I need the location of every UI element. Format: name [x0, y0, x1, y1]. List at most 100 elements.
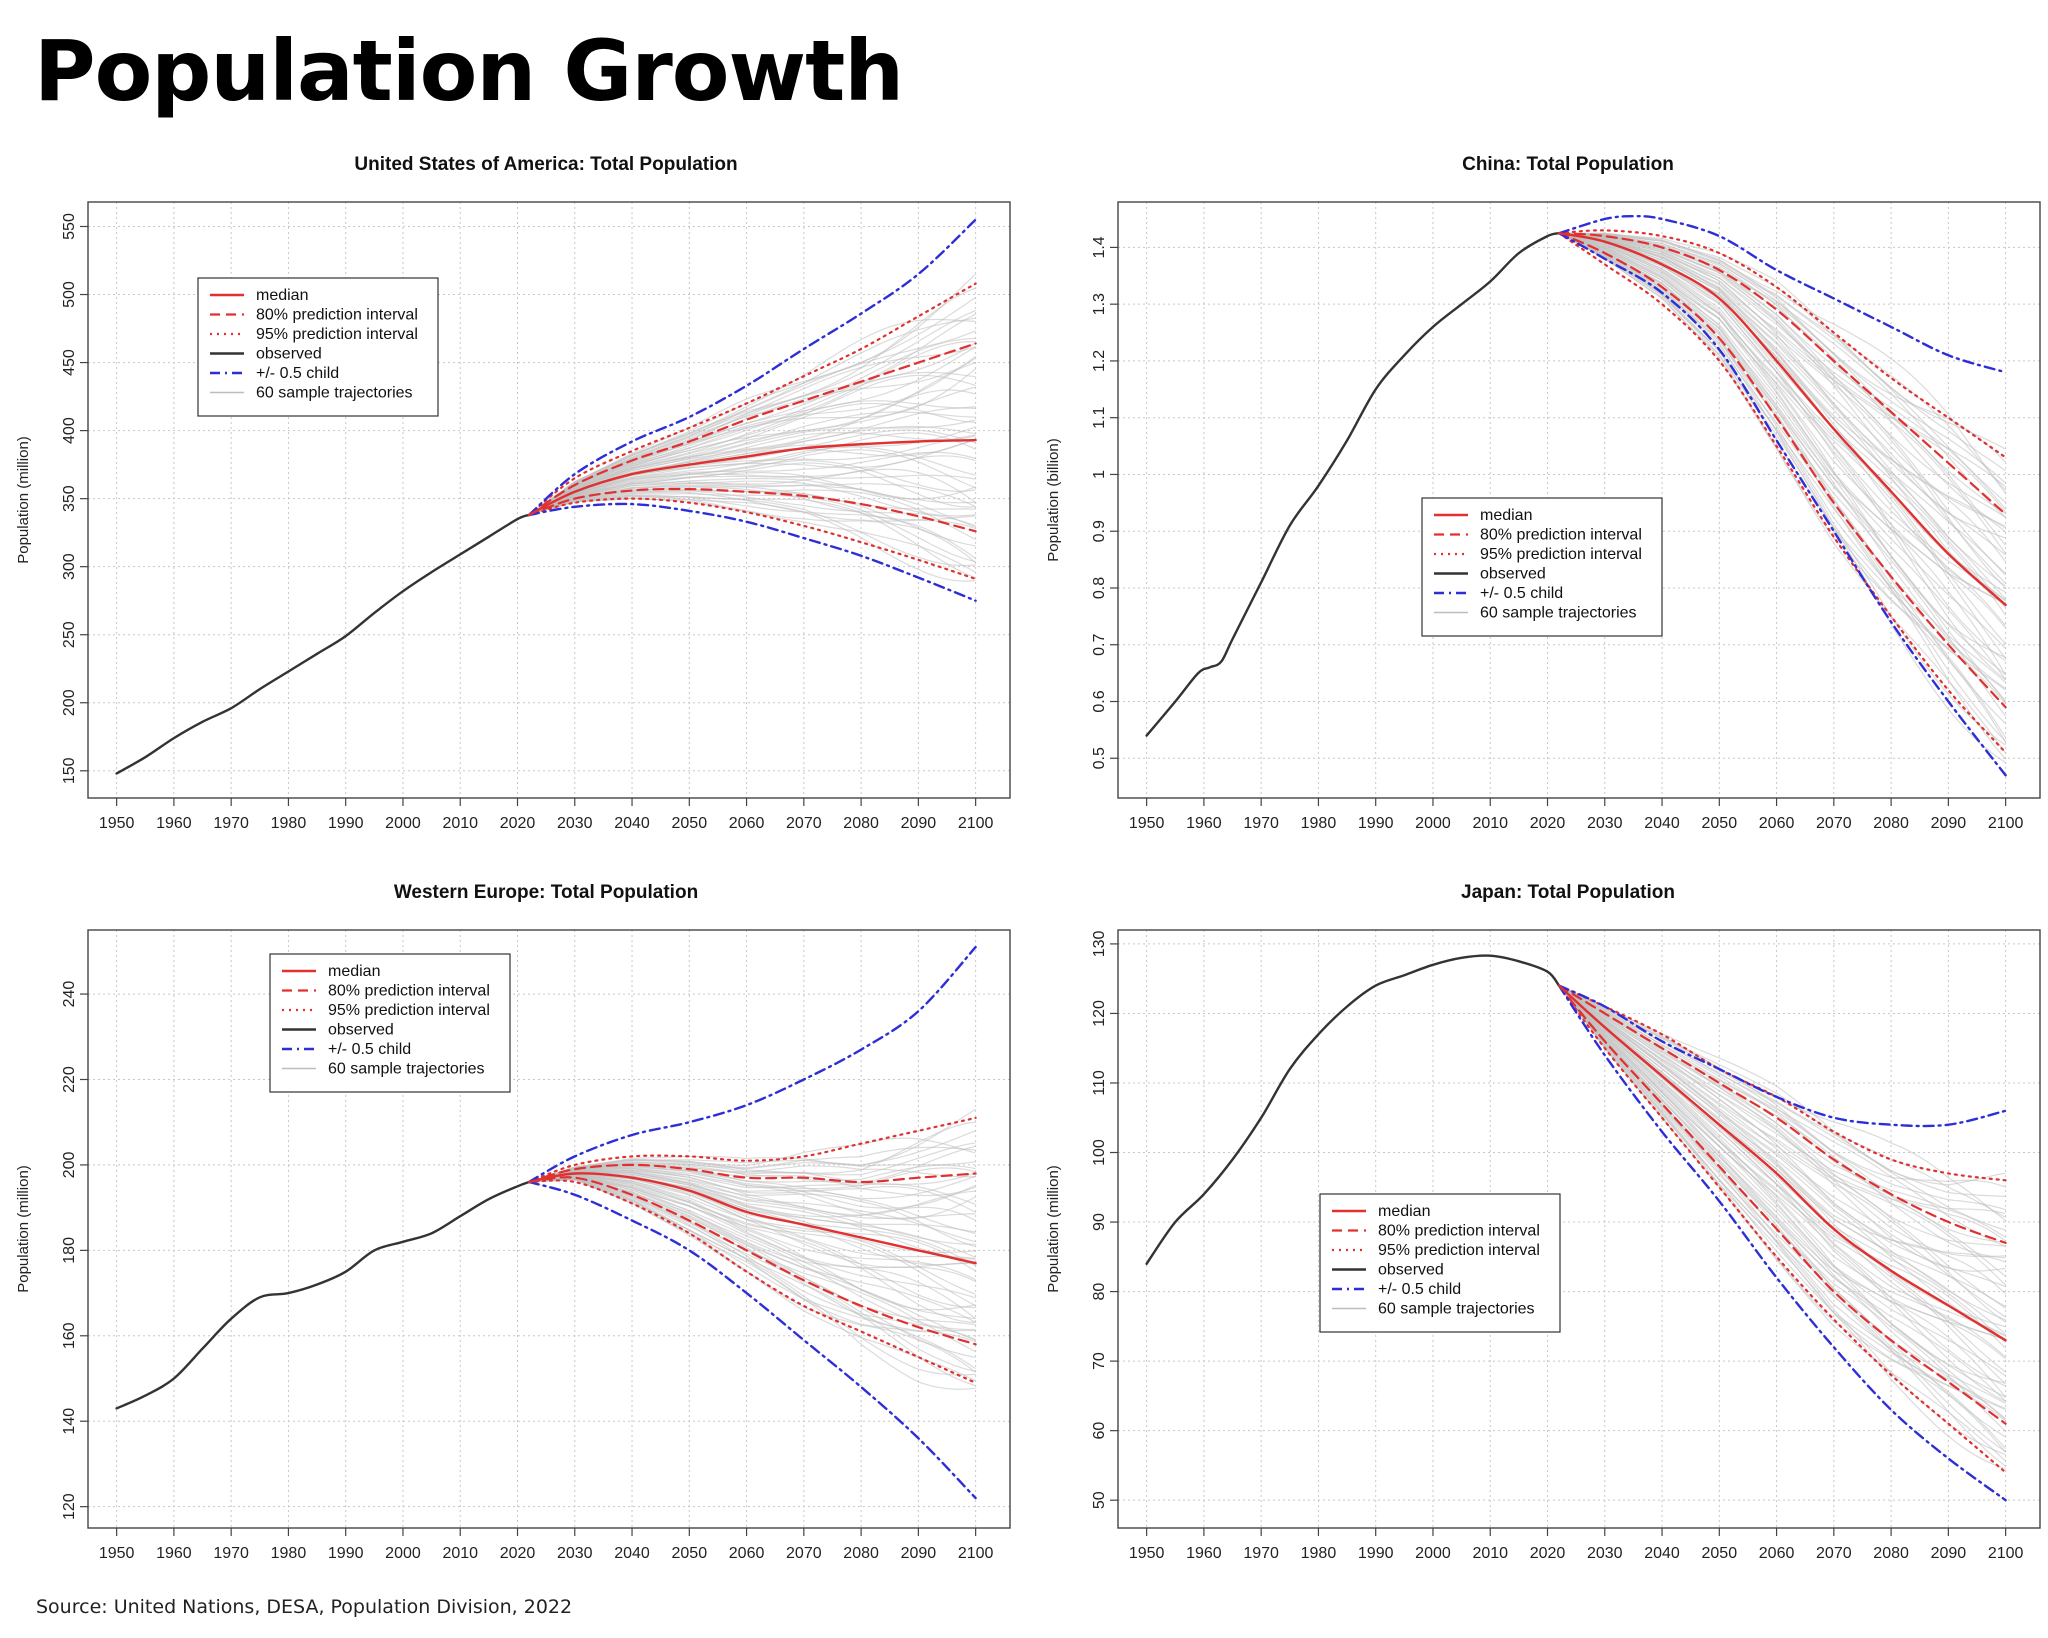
- x-tick-label: 2050: [672, 1545, 708, 1562]
- sample-trajectory: [1558, 232, 2006, 662]
- sample-trajectory: [528, 1164, 976, 1186]
- sample-trajectory: [528, 1177, 976, 1332]
- legend-label: 60 sample trajectories: [1378, 1301, 1535, 1318]
- y-tick-label: 200: [61, 689, 78, 716]
- sample-trajectory: [528, 1121, 976, 1183]
- x-tick-label: 1990: [1358, 815, 1394, 832]
- sample-trajectory: [528, 1174, 976, 1309]
- sample-trajectory: [1558, 985, 2006, 1404]
- legend: median 80% prediction interval 95% predict…: [269, 953, 511, 1093]
- series-80-prediction-interval: [527, 487, 977, 533]
- plot-frame: [1117, 929, 2041, 1529]
- y-tick-label: 1.3: [1091, 293, 1108, 315]
- series-median: [527, 1172, 977, 1265]
- sample-trajectory: [528, 446, 976, 516]
- x-tick-label: 2030: [557, 1545, 593, 1562]
- series-80-prediction-interval: [1557, 984, 2007, 1244]
- sample-trajectory: [1558, 985, 2006, 1470]
- series-observed: [1145, 232, 1561, 737]
- legend-label: 95% prediction interval: [256, 326, 418, 343]
- x-tick-label: 1980: [271, 1545, 307, 1562]
- x-tick-label: 1970: [213, 1545, 249, 1562]
- y-tick-label: 120: [61, 1493, 78, 1520]
- sample-trajectory: [1558, 232, 2006, 764]
- sample-trajectory: [1558, 985, 2006, 1453]
- series-0-5-child: [527, 1180, 977, 1500]
- chart-svg: Japan: Total Population 1950 1960 1970 1980 1…: [1045, 882, 2041, 1562]
- x-tick-label: 1960: [1186, 815, 1222, 832]
- x-tick-label: 1950: [99, 1545, 135, 1562]
- x-tick-label: 2030: [557, 815, 593, 832]
- legend-label: median: [1480, 507, 1532, 524]
- sample-trajectory: [528, 1170, 976, 1233]
- legend-label: 95% prediction interval: [1378, 1242, 1540, 1259]
- sample-trajectory: [1558, 985, 2006, 1186]
- y-tick-label: 60: [1091, 1422, 1108, 1440]
- sample-trajectory: [1558, 232, 2006, 746]
- x-tick-label: 1980: [271, 815, 307, 832]
- sample-trajectory: [1558, 985, 2006, 1247]
- legend: median 80% prediction interval 95% predict…: [1421, 497, 1663, 637]
- y-tick-label: 200: [61, 1151, 78, 1178]
- sample-trajectory: [528, 1161, 976, 1183]
- x-tick-label: 1990: [328, 1545, 364, 1562]
- sample-trajectory: [528, 1175, 976, 1311]
- grid-lines: [88, 930, 1010, 1528]
- source-note: Source: United Nations, DESA, Population…: [36, 1596, 573, 1618]
- x-tick-label: 2100: [958, 815, 994, 832]
- sample-trajectory: [528, 484, 976, 528]
- sample-trajectory: [1559, 232, 2006, 450]
- sample-trajectory: [1558, 232, 2007, 742]
- sample-trajectory: [528, 1177, 976, 1372]
- legend-label: median: [256, 287, 308, 304]
- sample-trajectory: [1558, 232, 2007, 463]
- x-tick-label: 2040: [1644, 1545, 1680, 1562]
- x-tick-label: 1960: [1186, 1545, 1222, 1562]
- sample-trajectory: [1558, 985, 2006, 1336]
- legend-label: 95% prediction interval: [1480, 546, 1642, 563]
- sample-trajectory: [1558, 232, 2006, 675]
- y-tick-label: 240: [61, 981, 78, 1008]
- series-95-prediction-interval: [1557, 984, 2007, 1474]
- sample-trajectory: [1558, 985, 2006, 1373]
- x-tick-label: 2070: [786, 1545, 822, 1562]
- plot-frame: [87, 201, 1011, 799]
- sample-trajectory: [1558, 232, 2007, 627]
- sample-trajectory: [1558, 232, 2006, 587]
- sample-trajectory: [528, 1176, 976, 1341]
- sample-trajectory: [528, 357, 976, 516]
- x-tick-label: 2090: [1931, 815, 1967, 832]
- sample-trajectory: [1558, 985, 2006, 1456]
- y-tick-label: 0.9: [1091, 520, 1108, 542]
- series-0-5-child: [1557, 232, 2007, 777]
- legend-label: 95% prediction interval: [328, 1002, 490, 1019]
- series-95-prediction-interval: [527, 1179, 977, 1384]
- sample-trajectory: [1558, 985, 2006, 1258]
- x-tick-label: 2060: [729, 1545, 765, 1562]
- series-median: [527, 438, 977, 517]
- series-95-prediction-interval: [1557, 232, 2007, 754]
- y-tick-label: 300: [61, 553, 78, 580]
- x-tick-label: 1960: [156, 1545, 192, 1562]
- sample-trajectory: [528, 477, 976, 516]
- sample-trajectory: [1558, 985, 2006, 1358]
- x-tick-label: 2050: [672, 815, 708, 832]
- x-tick-label: 2050: [1702, 815, 1738, 832]
- sample-trajectory: [1558, 985, 2006, 1421]
- sample-trajectory: [528, 287, 976, 516]
- sample-trajectory: [1558, 232, 2007, 563]
- x-tick-label: 2010: [1472, 1545, 1508, 1562]
- x-tick-label: 2100: [1988, 1545, 2024, 1562]
- sample-trajectory: [1558, 985, 2006, 1335]
- x-tick-label: 2020: [1530, 815, 1566, 832]
- sample-trajectories: [1558, 985, 2007, 1470]
- x-tick-label: 2100: [1988, 815, 2024, 832]
- legend-label: observed: [256, 346, 322, 363]
- series-80-prediction-interval: [1557, 232, 2007, 709]
- y-axis-label: Population (million): [1045, 1165, 1062, 1293]
- legend-label: +/- 0.5 child: [1378, 1281, 1461, 1298]
- series-0-5-child: [527, 218, 977, 517]
- sample-trajectory: [528, 434, 976, 516]
- x-tick-label: 2000: [1415, 1545, 1451, 1562]
- x-tick-label: 1980: [1301, 815, 1337, 832]
